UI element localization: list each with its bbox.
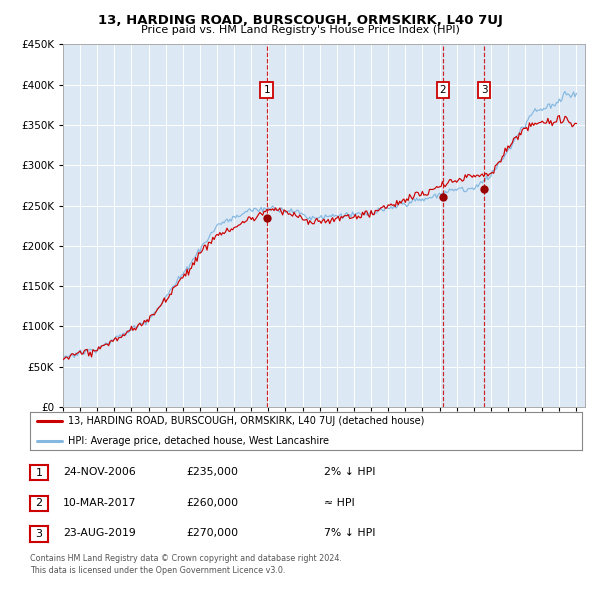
Text: £235,000: £235,000 bbox=[186, 467, 238, 477]
Text: 24-NOV-2006: 24-NOV-2006 bbox=[63, 467, 136, 477]
Text: 3: 3 bbox=[35, 529, 43, 539]
Text: £260,000: £260,000 bbox=[186, 498, 238, 507]
Text: Contains HM Land Registry data © Crown copyright and database right 2024.: Contains HM Land Registry data © Crown c… bbox=[30, 554, 342, 563]
Text: This data is licensed under the Open Government Licence v3.0.: This data is licensed under the Open Gov… bbox=[30, 566, 286, 575]
Text: 2: 2 bbox=[440, 84, 446, 94]
Text: ≈ HPI: ≈ HPI bbox=[324, 498, 355, 507]
Text: 7% ↓ HPI: 7% ↓ HPI bbox=[324, 529, 376, 538]
Text: 10-MAR-2017: 10-MAR-2017 bbox=[63, 498, 136, 507]
Text: 2: 2 bbox=[35, 499, 43, 508]
Text: 13, HARDING ROAD, BURSCOUGH, ORMSKIRK, L40 7UJ (detached house): 13, HARDING ROAD, BURSCOUGH, ORMSKIRK, L… bbox=[68, 416, 424, 426]
Text: HPI: Average price, detached house, West Lancashire: HPI: Average price, detached house, West… bbox=[68, 435, 329, 445]
Text: £270,000: £270,000 bbox=[186, 529, 238, 538]
Text: 1: 1 bbox=[263, 84, 270, 94]
Text: Price paid vs. HM Land Registry's House Price Index (HPI): Price paid vs. HM Land Registry's House … bbox=[140, 25, 460, 35]
Text: 2% ↓ HPI: 2% ↓ HPI bbox=[324, 467, 376, 477]
Text: 23-AUG-2019: 23-AUG-2019 bbox=[63, 529, 136, 538]
Text: 3: 3 bbox=[481, 84, 487, 94]
Text: 1: 1 bbox=[35, 468, 43, 477]
Text: 13, HARDING ROAD, BURSCOUGH, ORMSKIRK, L40 7UJ: 13, HARDING ROAD, BURSCOUGH, ORMSKIRK, L… bbox=[98, 14, 502, 27]
